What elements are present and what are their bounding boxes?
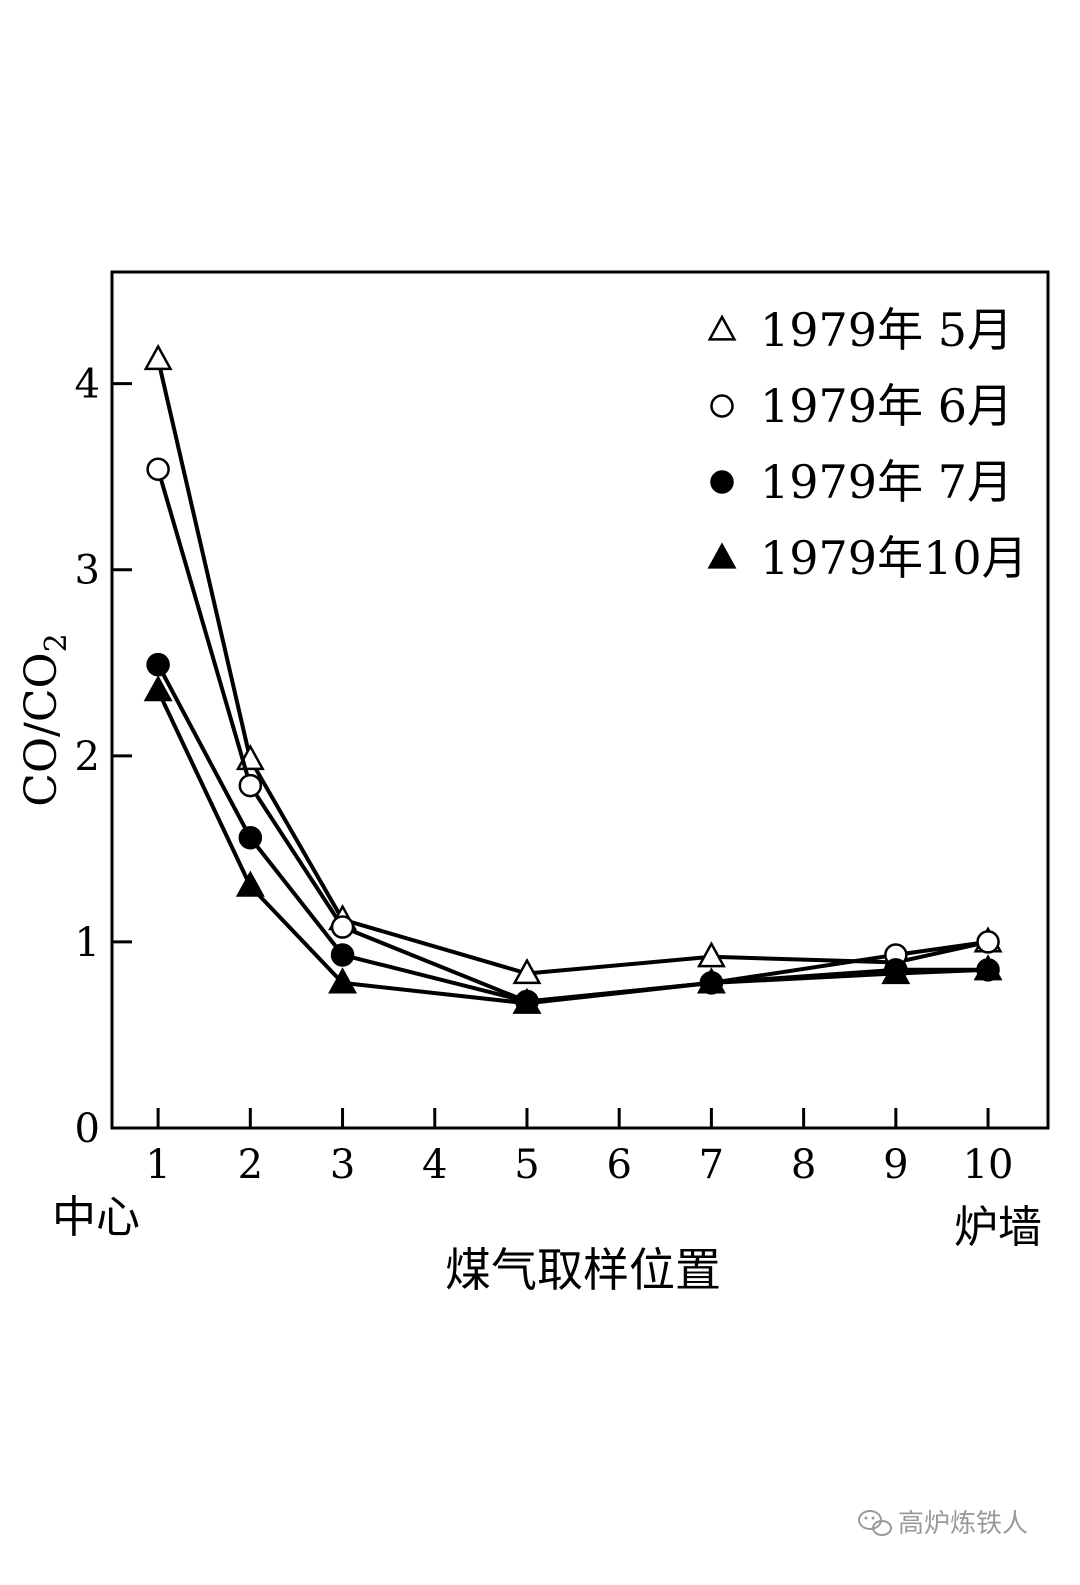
data-point bbox=[881, 957, 911, 985]
watermark-text: 高炉炼铁人 bbox=[898, 1509, 1028, 1539]
data-point bbox=[146, 457, 170, 482]
data-point bbox=[143, 675, 173, 702]
legend-item: 1979年10月 bbox=[707, 531, 1028, 585]
legend: 1979年 5月 1979年 6月 1979年 7月 1979年10月 bbox=[707, 303, 1028, 585]
data-point bbox=[512, 957, 542, 985]
y-axis-label-main: CO/CO bbox=[16, 652, 67, 806]
data-point bbox=[976, 930, 1000, 954]
data-point bbox=[512, 987, 542, 1014]
legend-label: 1979年 6月 bbox=[760, 379, 1013, 433]
wechat-icon bbox=[858, 1510, 892, 1536]
x-tick-label: 5 bbox=[514, 1142, 539, 1188]
y-tick-label: 0 bbox=[75, 1106, 100, 1152]
legend-label: 1979年 5月 bbox=[760, 303, 1013, 357]
x-tick-label: 8 bbox=[791, 1142, 816, 1188]
y-tick-label: 4 bbox=[75, 362, 100, 408]
y-tick-label: 3 bbox=[75, 548, 100, 594]
y-tick-label: 2 bbox=[75, 734, 100, 780]
x-tick-label: 4 bbox=[422, 1142, 447, 1188]
legend-marker bbox=[710, 394, 734, 418]
data-point bbox=[143, 343, 173, 371]
x-tick-label: 2 bbox=[238, 1142, 263, 1188]
x-tick-label: 7 bbox=[699, 1142, 724, 1188]
series-layer bbox=[143, 343, 1003, 1014]
y-tick-label: 1 bbox=[75, 920, 100, 966]
data-point bbox=[330, 915, 355, 939]
x-axis-title: 煤气取样位置 bbox=[445, 1243, 721, 1297]
legend-item: 1979年 5月 bbox=[707, 303, 1013, 357]
plot-frame bbox=[110, 270, 1050, 1130]
x-tick-label: 3 bbox=[330, 1142, 355, 1188]
series-1 bbox=[143, 343, 1003, 985]
legend-label: 1979年 7月 bbox=[760, 455, 1013, 509]
legend-marker bbox=[710, 470, 734, 494]
legend-label: 1979年10月 bbox=[760, 531, 1028, 585]
data-point bbox=[146, 652, 170, 677]
y-axis-label: CO/CO2 bbox=[16, 633, 74, 806]
x-tick-label: 9 bbox=[883, 1142, 908, 1188]
data-point bbox=[238, 773, 263, 798]
legend-marker bbox=[707, 542, 737, 569]
watermark: 高炉炼铁人 bbox=[858, 1509, 1028, 1539]
series-4 bbox=[143, 675, 1003, 1014]
data-point bbox=[696, 941, 726, 968]
x-left-end-label: 中心 bbox=[52, 1192, 140, 1243]
legend-item: 1979年 6月 bbox=[710, 379, 1013, 433]
data-point bbox=[330, 943, 355, 967]
data-point bbox=[696, 967, 726, 994]
legend-marker bbox=[707, 314, 737, 341]
x-tick-label: 10 bbox=[963, 1142, 1014, 1188]
x-tick-label: 6 bbox=[606, 1142, 631, 1188]
x-right-end-label: 炉墙 bbox=[954, 1202, 1042, 1253]
data-point bbox=[238, 825, 263, 850]
legend-item: 1979年 7月 bbox=[710, 455, 1013, 509]
series-line bbox=[156, 689, 989, 1006]
y-axis-label-subscript: 2 bbox=[39, 633, 74, 652]
x-tick-label: 1 bbox=[145, 1142, 170, 1188]
data-point bbox=[973, 954, 1003, 981]
data-point bbox=[328, 967, 358, 994]
data-point bbox=[235, 870, 265, 897]
